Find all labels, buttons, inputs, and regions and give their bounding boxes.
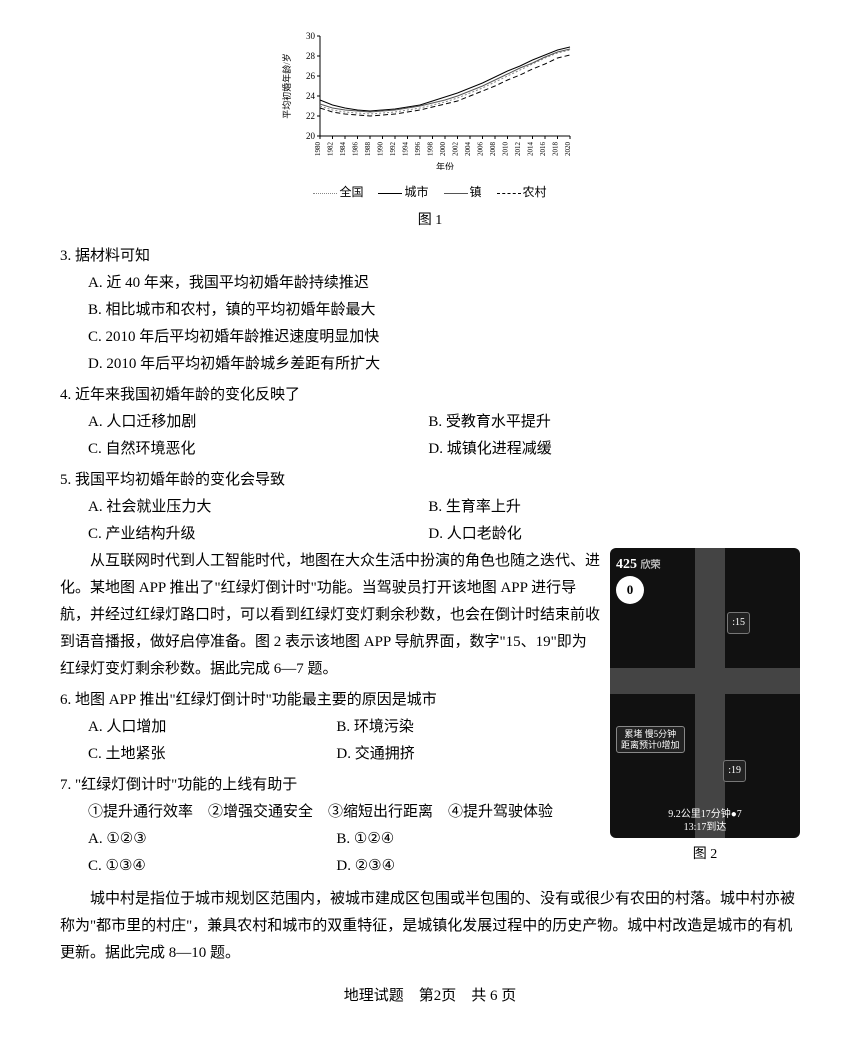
q6-opt-c: C. 土地紧张 (60, 741, 308, 768)
traffic-info-box: 累堵 慢5分钟 距离预计0增加 (616, 726, 685, 754)
svg-text:22: 22 (306, 111, 315, 121)
legend-rural: 农村 (523, 185, 547, 199)
q3-opt-c: C. 2010 年后平均初婚年龄推迟速度明显加快 (60, 324, 800, 351)
svg-text:26: 26 (306, 71, 316, 81)
svg-text:1988: 1988 (364, 142, 372, 157)
figure-1: 20 22 24 26 28 30 平均初婚年龄/岁 1980 1982 1984 1986 1988… (270, 30, 590, 233)
svg-text:24: 24 (306, 91, 316, 101)
figure-2-caption: 图 2 (610, 842, 800, 867)
svg-text:1990: 1990 (377, 142, 385, 157)
figure-2: 425 欣荣 0 :15 累堵 慢5分钟 距离预计0增加 :19 9.2公里17… (610, 548, 800, 867)
legend-town: 镇 (470, 185, 482, 199)
legend-city: 城市 (404, 185, 428, 199)
traffic-light-countdown-2: :19 (723, 760, 746, 782)
svg-text:1986: 1986 (352, 142, 360, 157)
traffic-info-1: 累堵 慢5分钟 (621, 729, 680, 740)
svg-text:30: 30 (306, 31, 316, 41)
svg-text:2000: 2000 (439, 142, 447, 157)
q6-opt-b: B. 环境污染 (308, 714, 556, 741)
svg-text:2012: 2012 (514, 142, 522, 157)
q5-opt-a: A. 社会就业压力大 (60, 494, 400, 521)
svg-text:年份: 年份 (436, 161, 454, 170)
q4-opt-a: A. 人口迁移加剧 (60, 409, 400, 436)
traffic-light-countdown-1: :15 (727, 612, 750, 634)
q3-opt-b: B. 相比城市和农村，镇的平均初婚年龄最大 (60, 297, 800, 324)
q7-items: ①提升通行效率 ②增强交通安全 ③缩短出行距离 ④提升驾驶体验 (60, 799, 600, 826)
q3-stem: 3. 据材料可知 (60, 243, 800, 270)
q6-opt-a: A. 人口增加 (60, 714, 308, 741)
svg-text:2002: 2002 (452, 142, 460, 157)
svg-text:1994: 1994 (402, 142, 410, 157)
q6-opt-d: D. 交通拥挤 (308, 741, 556, 768)
nav-app-screenshot: 425 欣荣 0 :15 累堵 慢5分钟 距离预计0增加 :19 9.2公里17… (610, 548, 800, 838)
svg-text:平均初婚年龄/岁: 平均初婚年龄/岁 (281, 53, 292, 119)
passage-3: 城中村是指位于城市规划区范围内，被城市建成区包围或半包围的、没有或很少有农田的村… (60, 886, 800, 967)
svg-text:20: 20 (306, 131, 316, 141)
q3-opt-d: D. 2010 年后平均初婚年龄城乡差距有所扩大 (60, 351, 800, 378)
speed-indicator: 0 (616, 576, 644, 604)
svg-text:2008: 2008 (489, 142, 497, 157)
q4-opt-c: C. 自然环境恶化 (60, 436, 400, 463)
nav-sub: 欣荣 (641, 560, 661, 571)
q7-opt-c: C. ①③④ (60, 853, 308, 880)
svg-text:2016: 2016 (539, 142, 547, 157)
svg-text:2014: 2014 (527, 142, 535, 157)
svg-text:1980: 1980 (314, 142, 322, 157)
figure-1-caption: 图 1 (270, 208, 590, 233)
svg-text:2010: 2010 (502, 142, 510, 157)
chart-svg: 20 22 24 26 28 30 平均初婚年龄/岁 1980 1982 1984 1986 1988… (280, 30, 580, 170)
svg-text:1982: 1982 (327, 142, 335, 157)
q7-opt-b: B. ①②④ (308, 826, 556, 853)
chart-legend: 全国 城市 镇 农村 (270, 182, 590, 204)
page-footer: 地理试题 第2页 共 6 页 (60, 983, 800, 1010)
q4-stem: 4. 近年来我国初婚年龄的变化反映了 (60, 382, 800, 409)
q4-opt-b: B. 受教育水平提升 (400, 409, 740, 436)
nav-distance: 425 (616, 557, 637, 572)
q4-opt-d: D. 城镇化进程减缓 (400, 436, 740, 463)
q3-opt-a: A. 近 40 年来，我国平均初婚年龄持续推迟 (60, 270, 800, 297)
q5-stem: 5. 我国平均初婚年龄的变化会导致 (60, 467, 800, 494)
svg-text:1992: 1992 (389, 142, 397, 157)
svg-text:1984: 1984 (339, 142, 347, 157)
svg-text:28: 28 (306, 51, 316, 61)
svg-text:2006: 2006 (477, 142, 485, 157)
legend-nation: 全国 (339, 185, 363, 199)
svg-text:2004: 2004 (464, 142, 472, 157)
q7-opt-a: A. ①②③ (60, 826, 308, 853)
q5-opt-c: C. 产业结构升级 (60, 521, 400, 548)
traffic-info-2: 距离预计0增加 (621, 740, 680, 751)
svg-text:1998: 1998 (427, 142, 435, 157)
passage-2: 从互联网时代到人工智能时代，地图在大众生活中扮演的角色也随之迭代、进化。某地图 … (60, 548, 600, 683)
nav-bottom-bar: 9.2公里17分钟●7 13:17到达 (610, 808, 800, 834)
q6-stem: 6. 地图 APP 推出"红绿灯倒计时"功能最主要的原因是城市 (60, 687, 600, 714)
nav-eta-line2: 13:17到达 (610, 821, 800, 834)
q7-stem: 7. "红绿灯倒计时"功能的上线有助于 (60, 772, 600, 799)
q5-opt-d: D. 人口老龄化 (400, 521, 740, 548)
q7-opt-d: D. ②③④ (308, 853, 556, 880)
svg-text:2020: 2020 (564, 142, 572, 157)
q5-opt-b: B. 生育率上升 (400, 494, 740, 521)
svg-text:2018: 2018 (552, 142, 560, 157)
svg-text:1996: 1996 (414, 142, 422, 157)
nav-eta-line1: 9.2公里17分钟●7 (610, 808, 800, 821)
